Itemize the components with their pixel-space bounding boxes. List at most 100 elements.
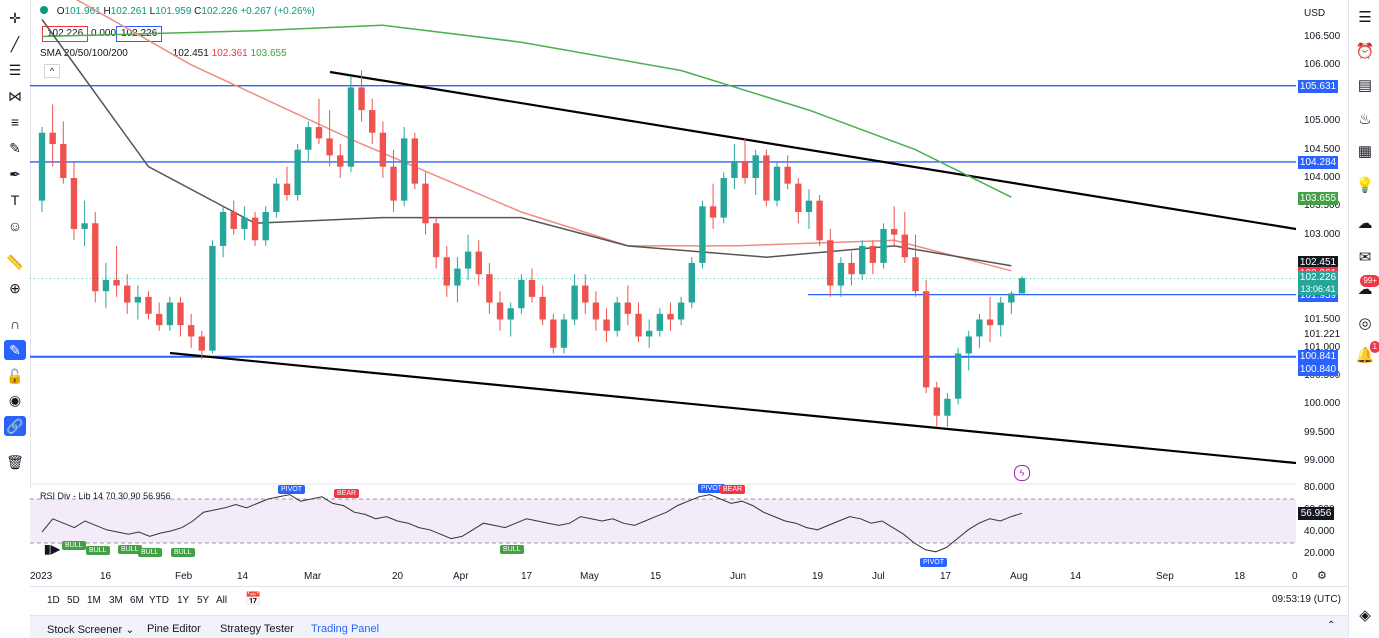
time-tick-label: 0 [1292, 571, 1298, 582]
period-button[interactable]: 6M [130, 595, 144, 606]
price-tick-label: 101.500 [1304, 313, 1341, 325]
price-axis[interactable] [1296, 0, 1348, 488]
candle [262, 211, 269, 241]
candle [411, 138, 419, 184]
price-chart[interactable] [30, 0, 1296, 566]
time-axis[interactable]: 2023 16 Feb 14 Mar 20 Apr 17 May 15 Jun 19 Jul 17 Aug 1… [30, 566, 1298, 586]
hotlist-icon[interactable]: ♨ [1358, 111, 1372, 128]
alarm-icon[interactable]: ⏰ [1355, 43, 1375, 60]
change-value: +0.267 (+0.26%) [240, 6, 315, 17]
footer-tab[interactable]: Stock Screener ⌄ [47, 624, 135, 636]
candle [773, 166, 781, 201]
ideas-icon[interactable]: 💡 [1355, 177, 1375, 194]
candle [283, 183, 291, 195]
currency-label[interactable]: USD [1304, 8, 1326, 19]
time-tick-label: May [580, 571, 599, 582]
layers-icon[interactable]: ◈ [1359, 607, 1371, 624]
candle [805, 200, 813, 212]
chat-icon[interactable]: ☁ [1357, 215, 1373, 232]
sma-legend: SMA 20/50/100/200 102.451 102.361 103.65… [40, 48, 287, 59]
candle [603, 319, 610, 331]
period-button[interactable]: YTD [149, 595, 169, 606]
notes-icon[interactable]: ✉ [1358, 249, 1372, 266]
pen-icon[interactable]: ✒ [9, 165, 21, 182]
fib-icon[interactable]: ≡ [10, 114, 20, 130]
candle [848, 262, 855, 275]
time-tick-label: Sep [1156, 571, 1174, 582]
broadcast-icon[interactable]: ◎ [1358, 315, 1372, 332]
link-icon[interactable]: 🔗 [4, 416, 26, 436]
bull-marker: BULL [171, 548, 195, 557]
candle [816, 200, 823, 241]
settings-icon[interactable]: ⚙ [1317, 570, 1327, 582]
trend-line-upper [329, 70, 1296, 231]
sma-100-line [41, 19, 1012, 267]
candle [454, 268, 461, 286]
candle [1008, 293, 1015, 303]
trend-line-icon[interactable]: ╱ [10, 35, 20, 52]
time-tick-label: Mar [304, 571, 322, 582]
candle [624, 302, 632, 314]
bid-box[interactable]: 102.226 [42, 26, 89, 42]
bull-marker: BULL [138, 548, 162, 557]
brush-icon[interactable]: ✎ [9, 139, 21, 156]
candle [944, 398, 951, 416]
watchlist-icon[interactable]: ☰ [1358, 9, 1372, 26]
price-level-label: 102.451 [1298, 255, 1338, 269]
flash-icon[interactable]: ϟ [1014, 465, 1030, 481]
candle [49, 132, 56, 145]
expand-panel-icon[interactable]: ⌃ [1327, 620, 1336, 631]
time-tick-label: Aug [1010, 571, 1028, 582]
date-range-icon[interactable]: 📅 [245, 591, 262, 606]
price-tick-label: 103.000 [1304, 228, 1341, 240]
price-level-label: 103.655 [1298, 191, 1338, 205]
clock[interactable]: 09:53:19 (UTC) [1272, 594, 1341, 605]
period-button[interactable]: 5Y [197, 595, 210, 606]
period-button[interactable]: 1D [47, 595, 60, 606]
calendar-icon[interactable]: ▦ [1357, 143, 1373, 160]
footer-tab[interactable]: Trading Panel [311, 623, 380, 635]
price-level-label: 100.841 [1298, 349, 1338, 363]
zoom-in-icon[interactable]: ⊕ [9, 279, 21, 296]
price-tick-label: 101.000 [1304, 341, 1341, 353]
emoji-icon[interactable]: ☺ [7, 218, 23, 234]
candle [859, 245, 866, 275]
lock-drawing-icon[interactable]: ✎ [4, 340, 26, 360]
horizontal-lines-icon[interactable]: ☰ [8, 61, 22, 78]
period-button[interactable]: 1M [87, 595, 101, 606]
footer-tab[interactable]: Strategy Tester [220, 623, 294, 635]
trash-icon[interactable]: 🗑 [6, 453, 24, 470]
candle [81, 223, 88, 229]
candle [305, 127, 312, 150]
footer-tabs: Stock Screener ⌄ Pine Editor Strategy Test… [30, 615, 1348, 638]
pivot-marker: PIVOT [278, 485, 306, 494]
candle [486, 274, 493, 303]
lock-icon[interactable]: 🔓 [6, 367, 24, 384]
trend-line-lower [169, 351, 1296, 465]
right-toolbar: ☰ ⏰ ▤ ♨ ▦ 💡 ☁ ✉ ☁ 99+ ◎ 🔔 1 ◈ [1348, 0, 1379, 637]
candle [528, 279, 536, 297]
text-icon[interactable]: T [10, 192, 20, 208]
pitchfork-icon[interactable]: ⋈ [8, 87, 22, 104]
candle [358, 87, 365, 111]
bell-icon[interactable]: 🔔 1 [1353, 341, 1379, 366]
period-bar: 1D 5D 1M 3M 6M YTD 1Y 5Y All [30, 586, 1348, 613]
price-tick-label: 106.500 [1304, 30, 1341, 42]
candle [475, 251, 482, 275]
collapse-legend-icon[interactable]: ^ [44, 64, 60, 78]
period-button[interactable]: 3M [109, 595, 123, 606]
period-button[interactable]: 1Y [177, 595, 190, 606]
rsi-line [41, 494, 1023, 553]
candle [656, 313, 664, 331]
status-dot-icon [40, 6, 48, 14]
magnet-icon[interactable]: ∩ [9, 316, 21, 332]
footer-tab[interactable]: Pine Editor [147, 623, 201, 635]
eye-icon[interactable]: ◉ [8, 391, 22, 408]
period-button[interactable]: 5D [67, 595, 80, 606]
period-button[interactable]: All [216, 595, 228, 606]
notifications-icon[interactable]: ☁ 99+ [1353, 275, 1379, 300]
candle [177, 302, 184, 326]
data-window-icon[interactable]: ▤ [1357, 77, 1373, 94]
ruler-icon[interactable]: 📏 [6, 253, 24, 270]
crosshair-icon[interactable]: ✛ [9, 9, 21, 26]
